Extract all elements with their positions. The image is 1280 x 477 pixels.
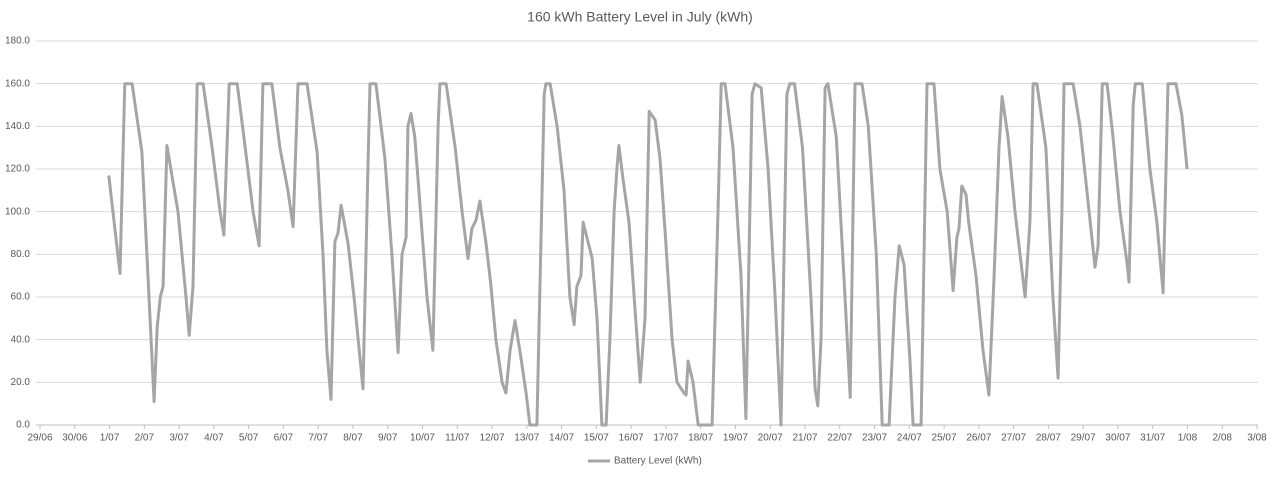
x-tick-label: 6/07 [274,433,294,444]
x-tick-label: 30/07 [1105,433,1130,444]
x-tick-label: 20/07 [758,433,783,444]
x-tick-label: 26/07 [966,433,991,444]
x-tick-label: 24/07 [897,433,922,444]
x-tick-label: 25/07 [932,433,957,444]
x-tick-label: 13/07 [514,433,539,444]
x-tick-label: 4/07 [204,433,224,444]
x-tick-label: 10/07 [410,433,435,444]
x-tick-label: 8/07 [343,433,363,444]
legend-label: Battery Level (kWh) [614,456,702,467]
y-tick-label: 60.0 [11,292,31,303]
x-tick-label: 11/07 [445,433,470,444]
x-tick-label: 3/07 [169,433,189,444]
x-tick-label: 2/08 [1212,433,1232,444]
x-tick-label: 30/06 [62,433,87,444]
x-tick-label: 16/07 [619,433,644,444]
x-tick-label: 3/08 [1247,433,1267,444]
x-tick-label: 7/07 [308,433,328,444]
x-tick-label: 31/07 [1140,433,1165,444]
y-tick-label: 140.0 [5,121,30,132]
series-line [107,82,1189,427]
x-tick-label: 21/07 [792,433,817,444]
x-tick-label: 2/07 [135,433,155,444]
chart-title: 160 kWh Battery Level in July (kWh) [527,9,753,25]
y-tick-label: 120.0 [5,164,30,175]
x-tick-label: 28/07 [1036,433,1061,444]
x-tick-label: 17/07 [653,433,678,444]
y-tick-label: 0.0 [16,420,30,431]
x-tick-label: 23/07 [862,433,887,444]
x-tick-label: 12/07 [480,433,505,444]
x-tick-label: 5/07 [239,433,259,444]
x-tick-label: 22/07 [827,433,852,444]
x-tick-label: 9/07 [378,433,398,444]
y-tick-label: 160.0 [5,78,30,89]
x-tick-label: 15/07 [584,433,609,444]
x-tick-label: 19/07 [723,433,748,444]
x-tick-label: 27/07 [1001,433,1026,444]
x-tick-label: 1/08 [1178,433,1198,444]
y-tick-label: 80.0 [11,249,31,260]
x-tick-label: 14/07 [549,433,574,444]
x-tick-label: 18/07 [688,433,713,444]
x-tick-label: 1/07 [100,433,120,444]
y-tick-label: 180.0 [5,36,30,47]
y-tick-label: 100.0 [5,206,30,217]
x-tick-label: 29/07 [1071,433,1096,444]
x-tick-label: 29/06 [27,433,52,444]
y-tick-label: 20.0 [11,377,31,388]
y-tick-label: 40.0 [11,334,31,345]
